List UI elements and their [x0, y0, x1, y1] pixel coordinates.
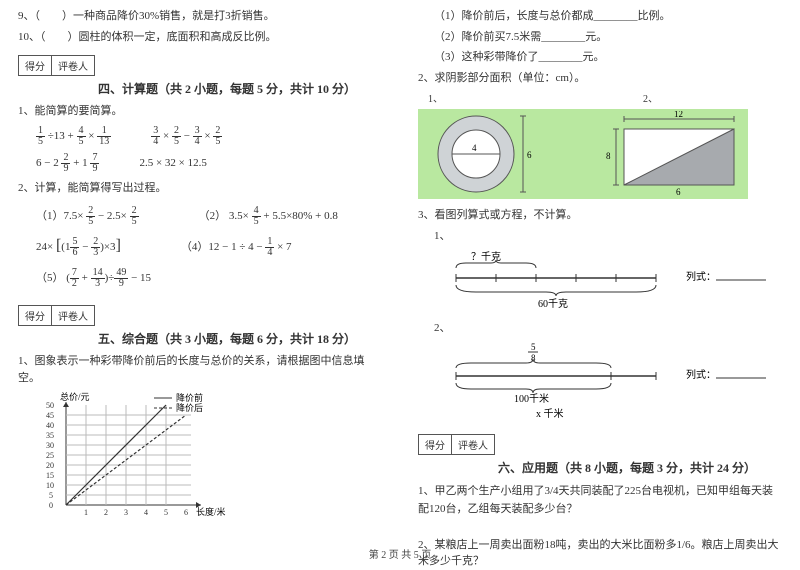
sec5-p1: 1、图象表示一种彩带降价前后的长度与总价的关系，请根据图中信息填空。: [18, 353, 382, 386]
score-box-5: 得分 评卷人: [18, 305, 95, 326]
score-col-2: 评卷人: [52, 56, 94, 75]
svg-text:6: 6: [676, 187, 681, 197]
eq-row-5: （5） (72 + 143)÷499 − 15: [36, 268, 382, 289]
svg-text:35: 35: [46, 431, 54, 440]
section-6-title: 六、应用题（共 8 小题，每题 3 分，共计 24 分）: [418, 459, 782, 476]
svg-text:15: 15: [46, 471, 54, 480]
price-chart-svg: 总价/元 0 5 10 15 20 25 30 35 40 45 50: [36, 390, 236, 520]
svg-text:降价后: 降价后: [176, 402, 203, 413]
svg-text:6: 6: [527, 150, 532, 160]
eq2-3: （3） 24× [(156 − 23)×3]: [36, 237, 121, 258]
eq2-4: （4）12 − 1 ÷ 4 − 14 × 7: [181, 237, 292, 258]
svg-text:6: 6: [184, 508, 188, 517]
svg-text:降价前: 降价前: [176, 392, 203, 403]
score-box-4: 得分 评卷人: [18, 55, 95, 76]
svg-text:5: 5: [49, 491, 53, 500]
rect-tri-figure: 12 8 6: [604, 111, 748, 197]
page-footer: 第 2 页 共 5 页: [0, 546, 800, 561]
r1: （1）降价前后，长度与总价都成________比例。: [434, 8, 782, 25]
svg-text:2: 2: [104, 508, 108, 517]
eq-a: 15 ÷13 + 45 × 113: [36, 126, 111, 147]
svg-text:5: 5: [164, 508, 168, 517]
r-p3-2: 2、: [434, 320, 782, 337]
eq2-1: （1）7.5× 25 − 2.5× 25: [36, 206, 139, 227]
ring-figure: 4 6: [428, 111, 534, 197]
diagram-2: 5 8 100千米 x 千米 列式：: [436, 343, 782, 418]
q10: 10、（ ）圆柱的体积一定，底面积和高成反比例。: [18, 29, 382, 46]
r-p3: 3、看图列算式或方程，不计算。: [418, 207, 782, 224]
xlabel: 长度/米: [196, 506, 226, 517]
svg-text:3: 3: [124, 508, 128, 517]
svg-text:1: 1: [84, 508, 88, 517]
svg-text:40: 40: [46, 421, 54, 430]
eq-row-1: 15 ÷13 + 45 × 113 34 × 25 − 34 × 25: [36, 126, 382, 147]
svg-text:4: 4: [472, 143, 477, 153]
svg-text:x 千米: x 千米: [536, 407, 564, 418]
left-column: 9、（ ）一种商品降价30%销售，就是打3折销售。 10、（ ）圆柱的体积一定，…: [0, 0, 400, 565]
svg-text:列式：: 列式：: [686, 270, 716, 283]
svg-text:0: 0: [49, 501, 53, 510]
eq2-5: （5） (72 + 143)÷499 − 15: [36, 268, 151, 289]
sec4-p2: 2、计算，能简算得写出过程。: [18, 180, 382, 197]
r2: （2）降价前买7.5米需________元。: [434, 29, 782, 46]
score-box-6: 得分 评卷人: [418, 434, 495, 455]
svg-text:4: 4: [144, 508, 148, 517]
figure-band: 4 6 12 8 6: [418, 109, 748, 199]
sub2: 2、: [643, 90, 658, 105]
eq2-2: （2） 3.5× 45 + 5.5×80% + 0.8: [199, 206, 338, 227]
r3: （3）这种彩带降价了________元。: [434, 49, 782, 66]
section-5-title: 五、综合题（共 3 小题，每题 6 分，共计 18 分）: [18, 330, 382, 347]
section-4-title: 四、计算题（共 2 小题，每题 5 分，共计 10 分）: [18, 80, 382, 97]
svg-text:100千米: 100千米: [514, 392, 549, 405]
eq-b: 34 × 25 − 34 × 25: [151, 126, 222, 147]
ylabel: 总价/元: [60, 391, 90, 402]
r-p3-1: 1、: [434, 228, 782, 245]
price-chart: 总价/元 0 5 10 15 20 25 30 35 40 45 50: [36, 390, 382, 520]
eq-row-2: 6 − 2 29 + 1 79 2.5 × 32 × 12.5: [36, 153, 382, 174]
svg-text:30: 30: [46, 441, 54, 450]
svg-text:50: 50: [46, 401, 54, 410]
svg-text:60千克: 60千克: [538, 298, 568, 310]
svg-text:25: 25: [46, 451, 54, 460]
diagram-1: ？千克 60千克 列式：: [436, 250, 782, 310]
svg-text:8: 8: [606, 151, 611, 161]
sec4-p1: 1、能简算的要简算。: [18, 103, 382, 120]
sec6-p1: 1、甲乙两个生产小组用了3/4天共同装配了225台电视机，已知甲组每天装配120…: [418, 482, 782, 519]
eq-d: 2.5 × 32 × 12.5: [139, 157, 206, 169]
eq-row-3: （1）7.5× 25 − 2.5× 25 （2） 3.5× 45 + 5.5×8…: [36, 206, 382, 227]
sub1: 1、: [428, 90, 443, 105]
q9: 9、（ ）一种商品降价30%销售，就是打3折销售。: [18, 8, 382, 25]
right-column: （1）降价前后，长度与总价都成________比例。 （2）降价前买7.5米需_…: [400, 0, 800, 565]
svg-text:列式：: 列式：: [686, 368, 716, 381]
eq-row-4: （3） 24× [(156 − 23)×3] （4）12 − 1 ÷ 4 − 1…: [36, 237, 382, 258]
r-p2: 2、求阴影部分面积（单位：cm）。: [418, 70, 782, 87]
eq-c: 6 − 2 29 + 1 79: [36, 153, 99, 174]
svg-text:20: 20: [46, 461, 54, 470]
svg-text:5: 5: [531, 343, 536, 352]
score-col-1: 得分: [19, 56, 52, 75]
svg-text:10: 10: [46, 481, 54, 490]
svg-text:12: 12: [674, 111, 683, 119]
svg-text:45: 45: [46, 411, 54, 420]
